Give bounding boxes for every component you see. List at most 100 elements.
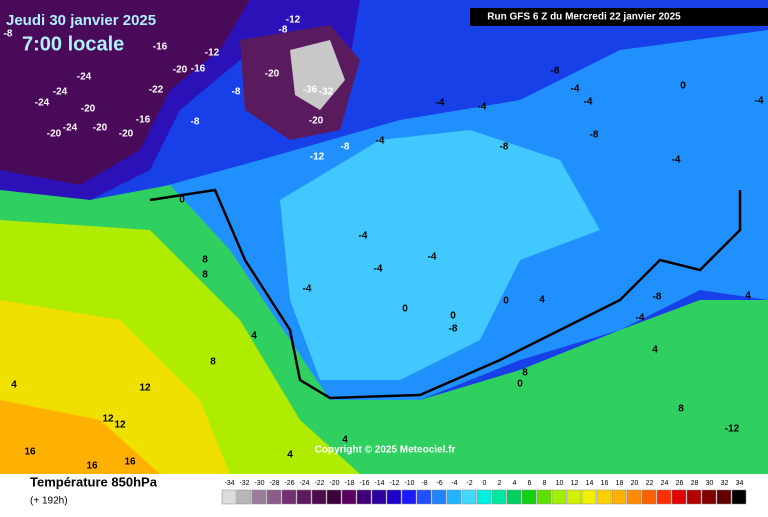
legend-swatch <box>671 489 687 505</box>
isotherm-label: 0 <box>503 296 509 307</box>
isotherm-label: 8 <box>678 404 684 415</box>
legend-tick-label: 18 <box>616 480 624 487</box>
footer-title: Température 850hPa <box>30 474 158 489</box>
legend-swatch <box>416 489 432 505</box>
isotherm-label: -20 <box>81 104 96 115</box>
legend-swatch <box>371 489 387 505</box>
isotherm-label: -4 <box>755 96 764 107</box>
legend-tick-label: -14 <box>374 480 384 487</box>
isotherm-label: 8 <box>210 357 216 368</box>
run-text: Run GFS 6 Z du Mercredi 22 janvier 2025 <box>487 12 681 23</box>
legend-tick-label: -8 <box>421 480 427 487</box>
legend-tick-label: -4 <box>451 480 457 487</box>
isotherm-label: 4 <box>539 295 545 306</box>
date: Jeudi 30 janvier 2025 <box>6 12 156 29</box>
legend-swatch <box>431 489 447 505</box>
isotherm-label: -20 <box>265 69 280 80</box>
isotherm-label: 0 <box>680 81 686 92</box>
isotherm-label: -4 <box>584 97 593 108</box>
legend-tick-label: 32 <box>721 480 729 487</box>
legend-tick-label: 14 <box>586 480 594 487</box>
zero-isotherm <box>149 188 742 400</box>
legend-swatch <box>716 489 732 505</box>
legend-tick-label: 4 <box>513 480 517 487</box>
isotherm-label: -12 <box>205 48 220 59</box>
isotherm-label: 16 <box>86 461 98 472</box>
isotherm-label: 8 <box>202 270 208 281</box>
isotherm-label: -36 <box>303 85 318 96</box>
legend-tick-label: -28 <box>269 480 279 487</box>
legend-tick-label: 24 <box>661 480 669 487</box>
legend-tick-label: -32 <box>239 480 249 487</box>
legend-swatch <box>506 489 522 505</box>
isotherm-label: 4 <box>342 435 348 446</box>
very-cold-zone <box>0 0 250 185</box>
legend-tick-label: 20 <box>631 480 639 487</box>
isotherm-label: -4 <box>376 136 385 147</box>
legend-tick-label: 10 <box>556 480 564 487</box>
isotherm-label: -24 <box>63 123 78 134</box>
isotherm-label: 0 <box>179 195 185 206</box>
isotherm-label: -8 <box>500 142 509 153</box>
isotherm-label: -16 <box>191 64 206 75</box>
legend-swatch <box>356 489 372 505</box>
legend-tick-label: -10 <box>404 480 414 487</box>
isotherm-label: 0 <box>450 311 456 322</box>
isotherm-label: -8 <box>279 25 288 36</box>
legend-swatch <box>326 489 342 505</box>
legend-tick-label: -26 <box>284 480 294 487</box>
copyright: Copyright © 2025 Meteociel.fr <box>315 445 456 456</box>
legend-swatch <box>731 489 747 505</box>
isotherm-label: -12 <box>286 15 301 26</box>
legend-tick-label: 6 <box>528 480 532 487</box>
isotherm-label: -8 <box>4 29 13 40</box>
isotherm-label: -8 <box>191 117 200 128</box>
isotherm-label: -4 <box>636 313 645 324</box>
legend-tick-label: -2 <box>466 480 472 487</box>
isotherm-label: 12 <box>102 414 114 425</box>
isotherm-label: -4 <box>672 155 681 166</box>
legend-swatch <box>551 489 567 505</box>
legend-swatch <box>236 489 252 505</box>
isotherm-label: -16 <box>153 42 168 53</box>
legend-tick-label: -16 <box>359 480 369 487</box>
isotherm-label: 16 <box>124 457 136 468</box>
legend-tick-label: 2 <box>498 480 502 487</box>
legend-swatch <box>596 489 612 505</box>
isotherm-label: -24 <box>77 72 92 83</box>
isotherm-label: 4 <box>652 345 658 356</box>
legend-swatch <box>266 489 282 505</box>
legend-swatch <box>656 489 672 505</box>
isotherm-label: -24 <box>35 98 50 109</box>
isotherm-label: 8 <box>522 368 528 379</box>
isotherm-label: 12 <box>114 420 126 431</box>
legend-swatch <box>386 489 402 505</box>
isotherm-label: -22 <box>149 85 164 96</box>
isotherm-label: 16 <box>24 447 36 458</box>
isotherm-label: -8 <box>341 142 350 153</box>
legend-swatch <box>341 489 357 505</box>
legend-tick-label: -34 <box>224 480 234 487</box>
isotherm-label: -4 <box>428 252 437 263</box>
legend-tick-label: 8 <box>543 480 547 487</box>
legend-tick-label: -30 <box>254 480 264 487</box>
isotherm-label: 0 <box>517 379 523 390</box>
legend-tick-label: 26 <box>676 480 684 487</box>
isotherm-label: -8 <box>449 324 458 335</box>
isotherm-label: -8 <box>232 87 241 98</box>
legend-swatch <box>446 489 462 505</box>
legend-swatch <box>491 489 507 505</box>
legend-tick-label: 30 <box>706 480 714 487</box>
europe-zone <box>280 130 600 380</box>
isotherm-label: -12 <box>310 152 325 163</box>
legend-swatch <box>311 489 327 505</box>
greenland-core <box>290 40 345 110</box>
isotherm-label: -4 <box>359 231 368 242</box>
isotherm-label: -4 <box>436 98 445 109</box>
legend-swatch <box>401 489 417 505</box>
legend-swatch <box>566 489 582 505</box>
run-box <box>470 8 768 26</box>
isotherm-label: 4 <box>11 380 17 391</box>
legend-swatch <box>611 489 627 505</box>
legend-tick-label: 22 <box>646 480 654 487</box>
